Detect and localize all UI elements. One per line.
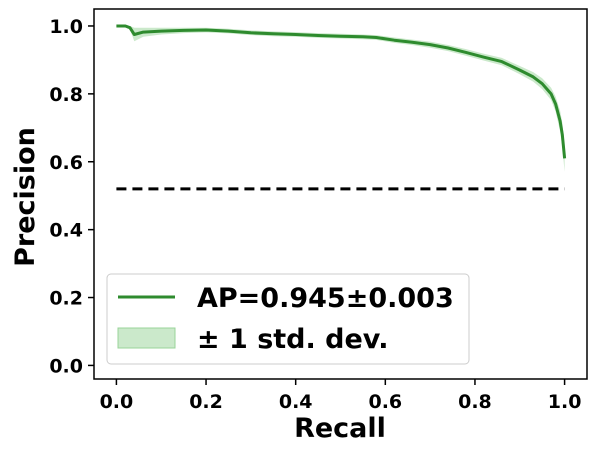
x-tick-label: 1.0 bbox=[548, 391, 582, 413]
x-tick-label: 0.6 bbox=[368, 391, 402, 413]
legend-box bbox=[106, 273, 470, 365]
mean-line-layer bbox=[116, 24, 567, 159]
x-tick-label: 0.2 bbox=[189, 391, 223, 413]
legend-mean-label: AP=0.945±0.003 bbox=[197, 283, 454, 314]
std-band-area bbox=[116, 26, 565, 172]
x-axis-label: Recall bbox=[294, 413, 386, 444]
x-ticks: 0.0 0.2 0.4 0.6 0.8 1.0 bbox=[100, 379, 582, 413]
legend: AP=0.945±0.003 ± 1 std. dev. bbox=[106, 273, 470, 365]
std-band-layer bbox=[116, 26, 565, 172]
x-tick-label: 0.8 bbox=[458, 391, 492, 413]
legend-band-label: ± 1 std. dev. bbox=[197, 324, 388, 355]
x-tick-label: 0.0 bbox=[100, 391, 134, 413]
y-tick-label: 0.0 bbox=[49, 355, 83, 377]
y-tick-label: 1.0 bbox=[49, 16, 83, 38]
y-tick-label: 0.6 bbox=[49, 152, 83, 174]
y-axis-label: Precision bbox=[10, 127, 41, 267]
y-tick-label: 0.4 bbox=[49, 220, 83, 242]
plot-frame bbox=[93, 8, 588, 380]
mean-pr-line bbox=[116, 24, 567, 159]
y-tick-label: 0.8 bbox=[49, 84, 83, 106]
y-tick-label: 0.2 bbox=[49, 288, 83, 310]
legend-band-swatch bbox=[117, 327, 176, 349]
x-tick-label: 0.4 bbox=[279, 391, 313, 413]
y-ticks: 0.0 0.2 0.4 0.6 0.8 1.0 bbox=[49, 16, 94, 377]
